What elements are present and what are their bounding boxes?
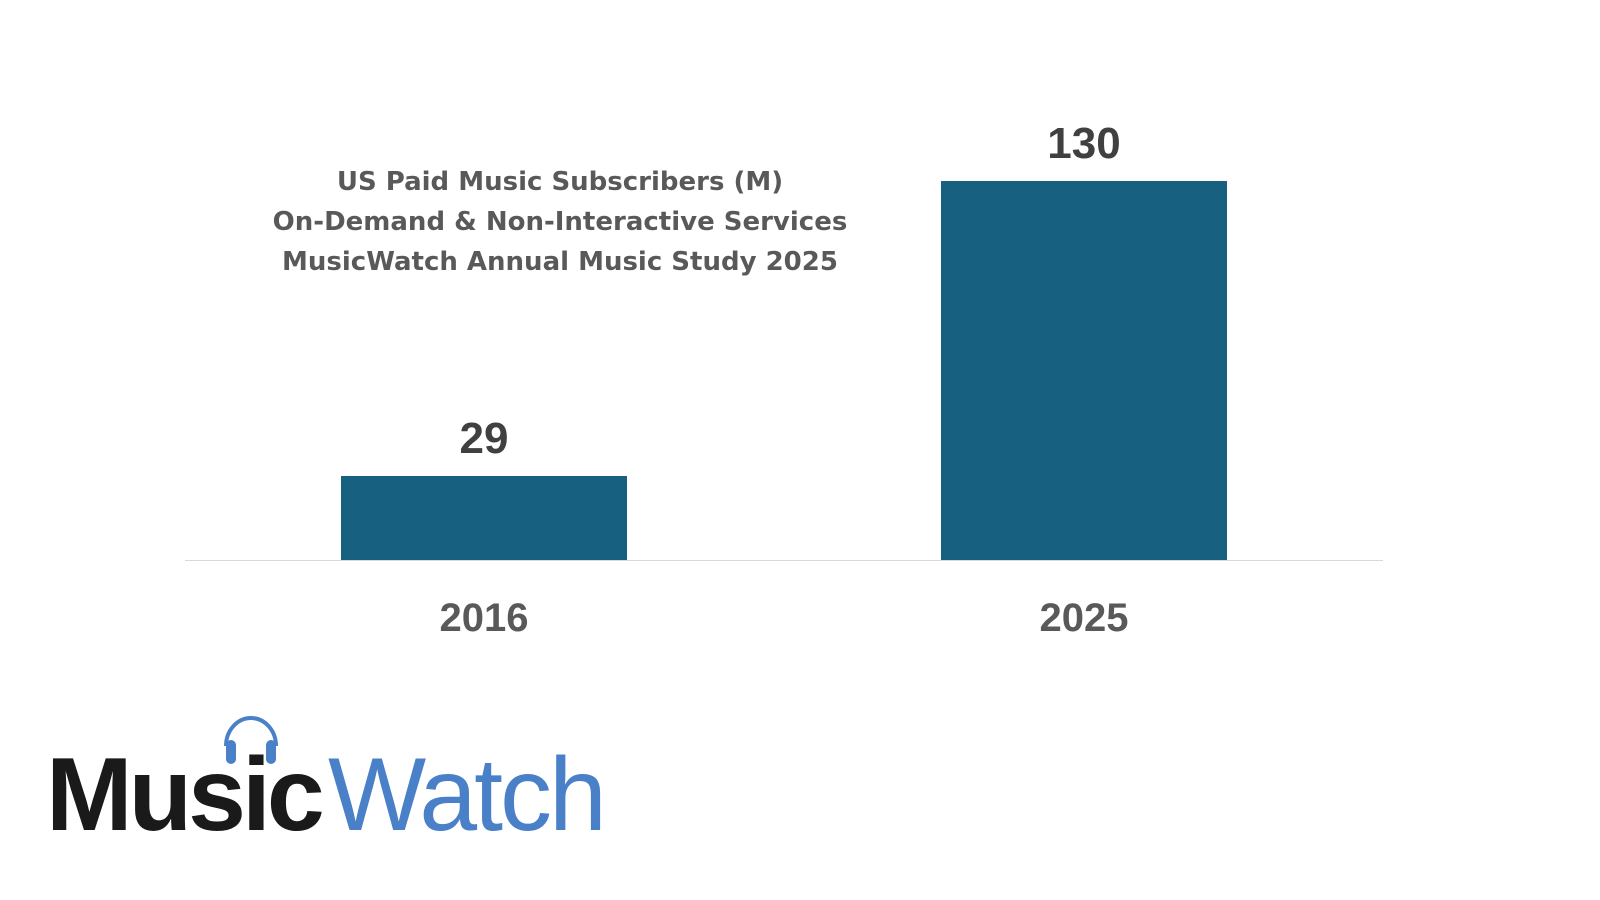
x-axis-line [185,560,1383,561]
x-tick-label: 2025 [1039,596,1129,640]
chart-title-line-3: MusicWatch Annual Music Study 2025 [282,247,838,277]
musicwatch-logo: Music Watch [46,700,607,853]
chart-title-line-1: US Paid Music Subscribers (M) [336,167,784,197]
x-tick-label: 2016 [439,596,529,640]
headphones-icon [224,716,278,764]
logo-text-music: Music [46,737,325,853]
bar-2016 [341,476,627,561]
logo-text-watch: Watch [328,737,607,853]
chart-title: US Paid Music Subscribers (M) On-Demand … [230,162,890,282]
bar-2025 [941,181,1227,561]
chart-title-line-2: On-Demand & Non-Interactive Services [272,207,848,237]
data-label: 29 [459,414,509,463]
data-label: 130 [1047,119,1121,168]
